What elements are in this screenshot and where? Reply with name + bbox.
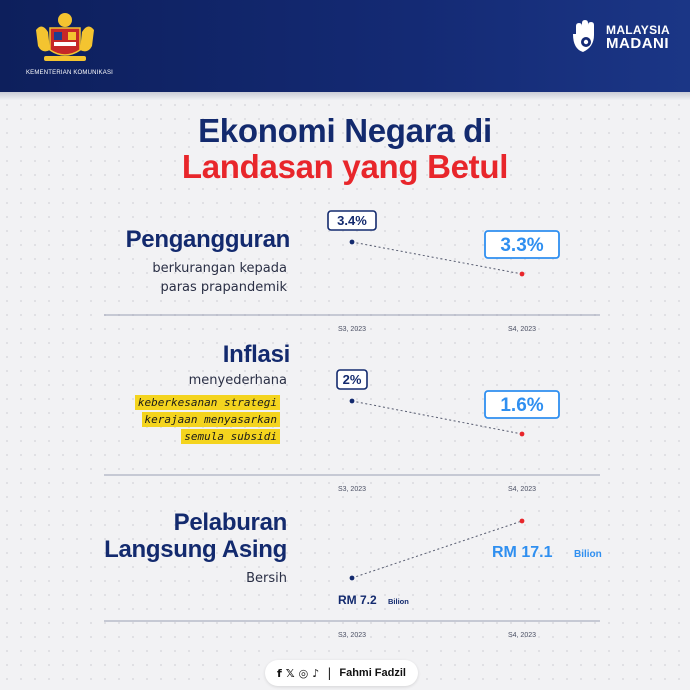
data-label-box	[327, 210, 377, 231]
unemployment-heading: Pengangguran	[125, 226, 291, 253]
data-label-box	[336, 369, 368, 390]
inflation-highlight: keberkesanan strategi kerajaan menyasark…	[134, 394, 280, 445]
data-label: RM 17.1	[492, 544, 553, 561]
x-tick-label: S3, 2023	[338, 486, 366, 493]
header-shadow	[0, 92, 690, 100]
unemployment-sub2: paras prapandemik	[160, 280, 287, 295]
unemployment-sub1: berkurangan kepada	[152, 261, 287, 276]
data-label-box	[484, 390, 560, 419]
highlight-line: kerajaan menyasarkan	[141, 412, 280, 427]
data-point	[519, 271, 525, 277]
series-line	[351, 520, 523, 579]
x-tick-label: S4, 2023	[508, 486, 536, 493]
highlight-line: semula subsidi	[181, 429, 280, 444]
inflation-heading: Inflasi	[222, 341, 291, 368]
series-line	[351, 241, 523, 275]
data-label: 2%	[343, 372, 362, 387]
x-tick-label: S4, 2023	[508, 632, 536, 639]
tiktok-icon[interactable]: ♪	[312, 666, 320, 680]
footer-social-bar: f 𝕏 ◎ ♪ | Fahmi Fadzil	[265, 660, 418, 686]
data-point	[519, 518, 525, 524]
facebook-icon[interactable]: f	[277, 666, 282, 680]
instagram-icon[interactable]: ◎	[298, 666, 309, 680]
footer-name: Fahmi Fadzil	[339, 667, 406, 679]
data-label-unit: Bilion	[574, 549, 602, 560]
data-label-unit: Bilion	[388, 597, 409, 606]
data-point	[519, 431, 525, 437]
footer-separator: |	[327, 666, 332, 680]
header-bar: KEMENTERIAN KOMUNIKASI MALAYSIA MADANI	[0, 0, 690, 92]
data-label: 1.6%	[500, 395, 543, 416]
malaysia-madani-logo: MALAYSIA MADANI	[572, 20, 670, 54]
madani-hand-icon	[573, 20, 595, 52]
x-tick-label: S3, 2023	[338, 632, 366, 639]
fdi-sub1: Bersih	[246, 571, 287, 586]
page-title-line1: Ekonomi Negara di	[198, 112, 492, 149]
fdi-heading-line1: Pelaburan	[173, 509, 288, 536]
fdi-heading-line2: Langsung Asing	[104, 536, 287, 563]
brand-line1: MALAYSIA	[606, 23, 670, 37]
data-label: 3.4%	[337, 213, 367, 228]
data-label: RM 7.2	[338, 593, 377, 607]
x-tick-label: S3, 2023	[338, 326, 366, 333]
x-tick-label: S4, 2023	[508, 326, 536, 333]
data-label: 3.3%	[500, 235, 543, 256]
data-point	[349, 239, 355, 245]
fdi-heading: Pelaburan Langsung Asing	[104, 509, 287, 563]
ministry-name: KEMENTERIAN KOMUNIKASI	[25, 70, 114, 76]
data-point	[349, 575, 355, 581]
inflation-sub1: menyederhana	[188, 373, 287, 388]
series-line	[351, 400, 523, 435]
unemployment-subtext: berkurangan kepada paras prapandemik	[152, 259, 287, 297]
data-label-box	[484, 230, 560, 259]
brand-line2: MADANI	[606, 35, 670, 52]
coat-of-arms-icon	[36, 13, 94, 61]
page-title-line2: Landasan yang Betul	[181, 148, 509, 185]
data-point	[349, 398, 355, 404]
highlight-line: keberkesanan strategi	[134, 395, 280, 410]
x-icon[interactable]: 𝕏	[285, 666, 295, 680]
